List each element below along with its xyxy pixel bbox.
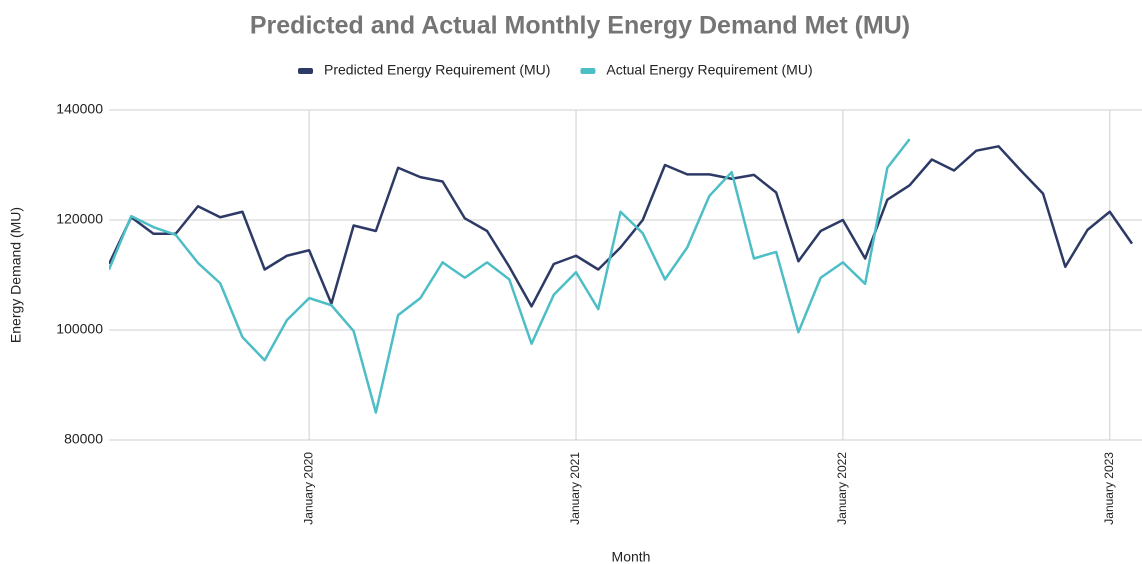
- x-tick-label: January 2021: [568, 452, 582, 525]
- y-tick-label: 140000: [56, 101, 103, 117]
- series-line: [109, 145, 1134, 308]
- legend: Predicted Energy Requirement (MU) Actual …: [298, 62, 813, 78]
- y-tick-label: 100000: [56, 321, 103, 337]
- legend-swatch: [298, 68, 313, 74]
- y-tick-label: 80000: [64, 431, 103, 447]
- series-line: [109, 138, 911, 414]
- x-tick-label: January 2020: [301, 452, 315, 525]
- x-tick-label: January 2023: [1102, 452, 1116, 525]
- x-axis-title: Month: [612, 549, 651, 564]
- y-tick-label: 120000: [56, 211, 103, 227]
- chart-title: Predicted and Actual Monthly Energy Dema…: [250, 12, 910, 40]
- x-tick-label: January 2022: [835, 452, 849, 525]
- y-axis-title: Energy Demand (MU): [8, 207, 24, 343]
- legend-label: Actual Energy Requirement (MU): [606, 62, 812, 78]
- legend-label: Predicted Energy Requirement (MU): [324, 62, 550, 78]
- legend-swatch: [580, 68, 596, 74]
